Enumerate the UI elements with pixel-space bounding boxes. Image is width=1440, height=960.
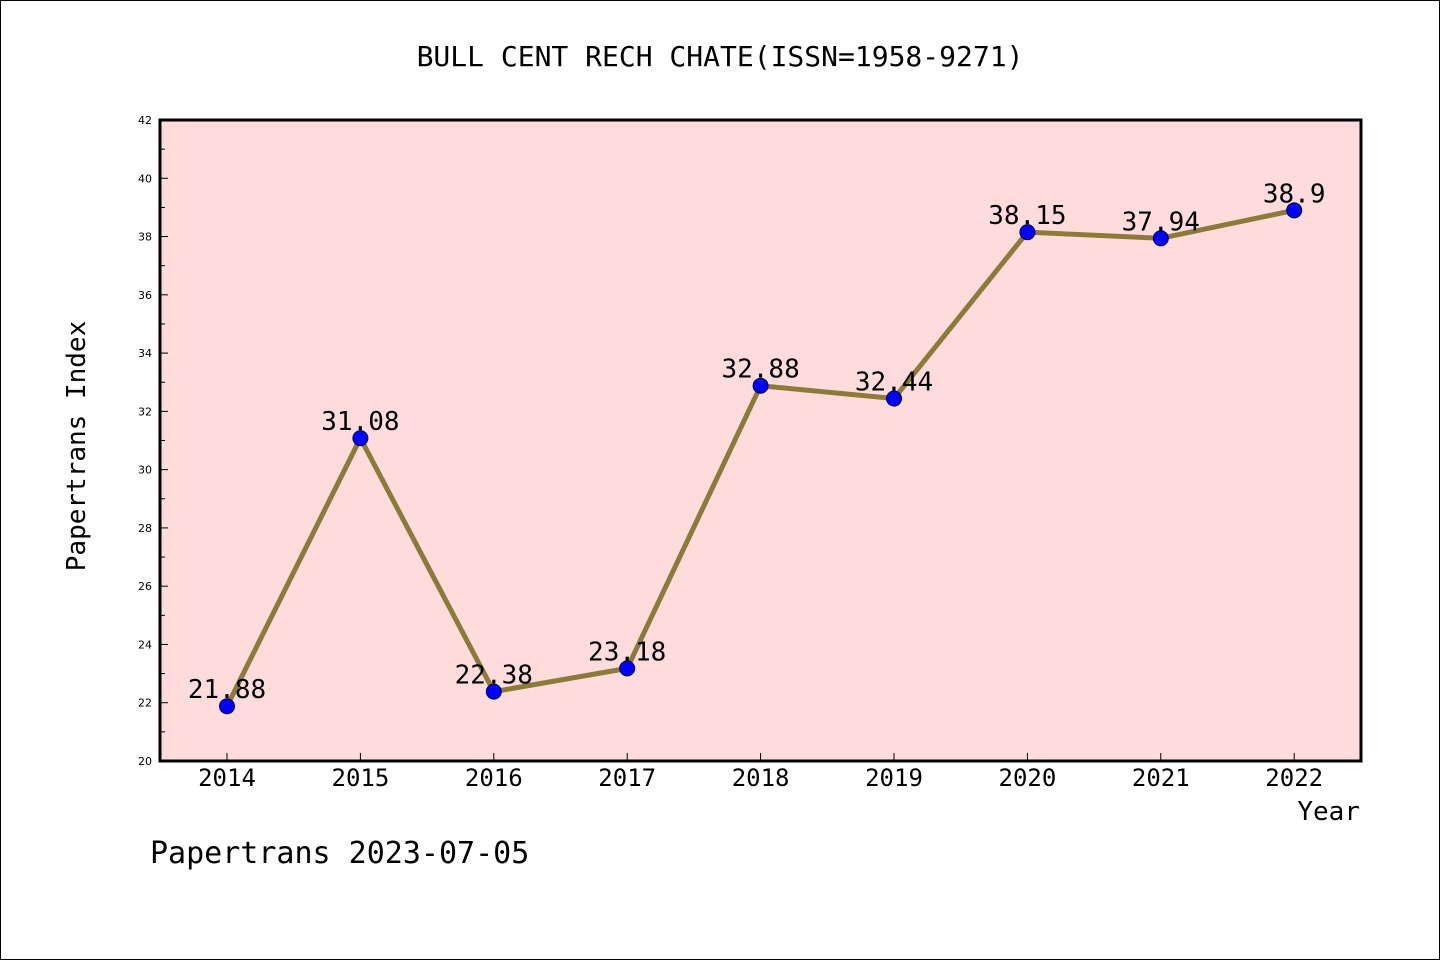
data-point bbox=[886, 390, 902, 407]
y-tick-label: 40 bbox=[138, 172, 152, 185]
y-axis-label: Papertrans Index bbox=[62, 321, 92, 571]
data-label: 32.44 bbox=[855, 368, 933, 398]
data-point bbox=[219, 698, 235, 715]
data-label: 38.9 bbox=[1263, 179, 1326, 209]
data-label: 32.88 bbox=[721, 355, 799, 385]
y-tick-label: 20 bbox=[138, 755, 152, 768]
x-tick-label: 2015 bbox=[332, 764, 390, 792]
data-point bbox=[1019, 224, 1036, 241]
chart-title: BULL CENT RECH CHATE(ISSN=1958-9271) bbox=[417, 40, 1024, 73]
data-point bbox=[1286, 202, 1303, 219]
data-point bbox=[752, 377, 769, 394]
x-tick-label: 2018 bbox=[732, 764, 790, 792]
y-tick-label: 36 bbox=[138, 289, 152, 302]
x-axis-label: Year bbox=[1297, 797, 1360, 827]
data-label: 22.38 bbox=[455, 661, 533, 691]
x-tick-label: 2017 bbox=[598, 764, 656, 792]
x-tick-label: 2020 bbox=[999, 764, 1057, 792]
x-tick-label: 2021 bbox=[1132, 764, 1190, 792]
data-label: 38.15 bbox=[988, 201, 1066, 231]
data-label: 21.88 bbox=[188, 675, 266, 705]
y-tick-label: 38 bbox=[138, 231, 152, 244]
data-label: 23.18 bbox=[588, 637, 666, 667]
y-tick-label: 30 bbox=[138, 464, 152, 477]
y-tick-label: 28 bbox=[138, 522, 152, 535]
data-point bbox=[1152, 230, 1169, 247]
y-tick-label: 26 bbox=[138, 580, 152, 593]
y-tick-label: 24 bbox=[138, 638, 152, 651]
x-tick-label: 2014 bbox=[198, 764, 256, 792]
y-tick-label: 32 bbox=[138, 405, 152, 418]
x-tick-label: 2016 bbox=[465, 764, 523, 792]
data-point bbox=[619, 660, 636, 677]
y-tick-label: 22 bbox=[138, 697, 152, 710]
y-tick-label: 34 bbox=[138, 347, 152, 360]
x-tick-label: 2022 bbox=[1265, 764, 1323, 792]
x-tick-label: 2019 bbox=[865, 764, 923, 792]
data-label: 31.08 bbox=[321, 407, 399, 437]
data-point bbox=[352, 430, 369, 447]
data-label: 37.94 bbox=[1122, 207, 1200, 237]
y-tick-label: 42 bbox=[138, 114, 152, 127]
data-point bbox=[485, 683, 502, 700]
footer-text: Papertrans 2023-07-05 bbox=[150, 836, 529, 871]
